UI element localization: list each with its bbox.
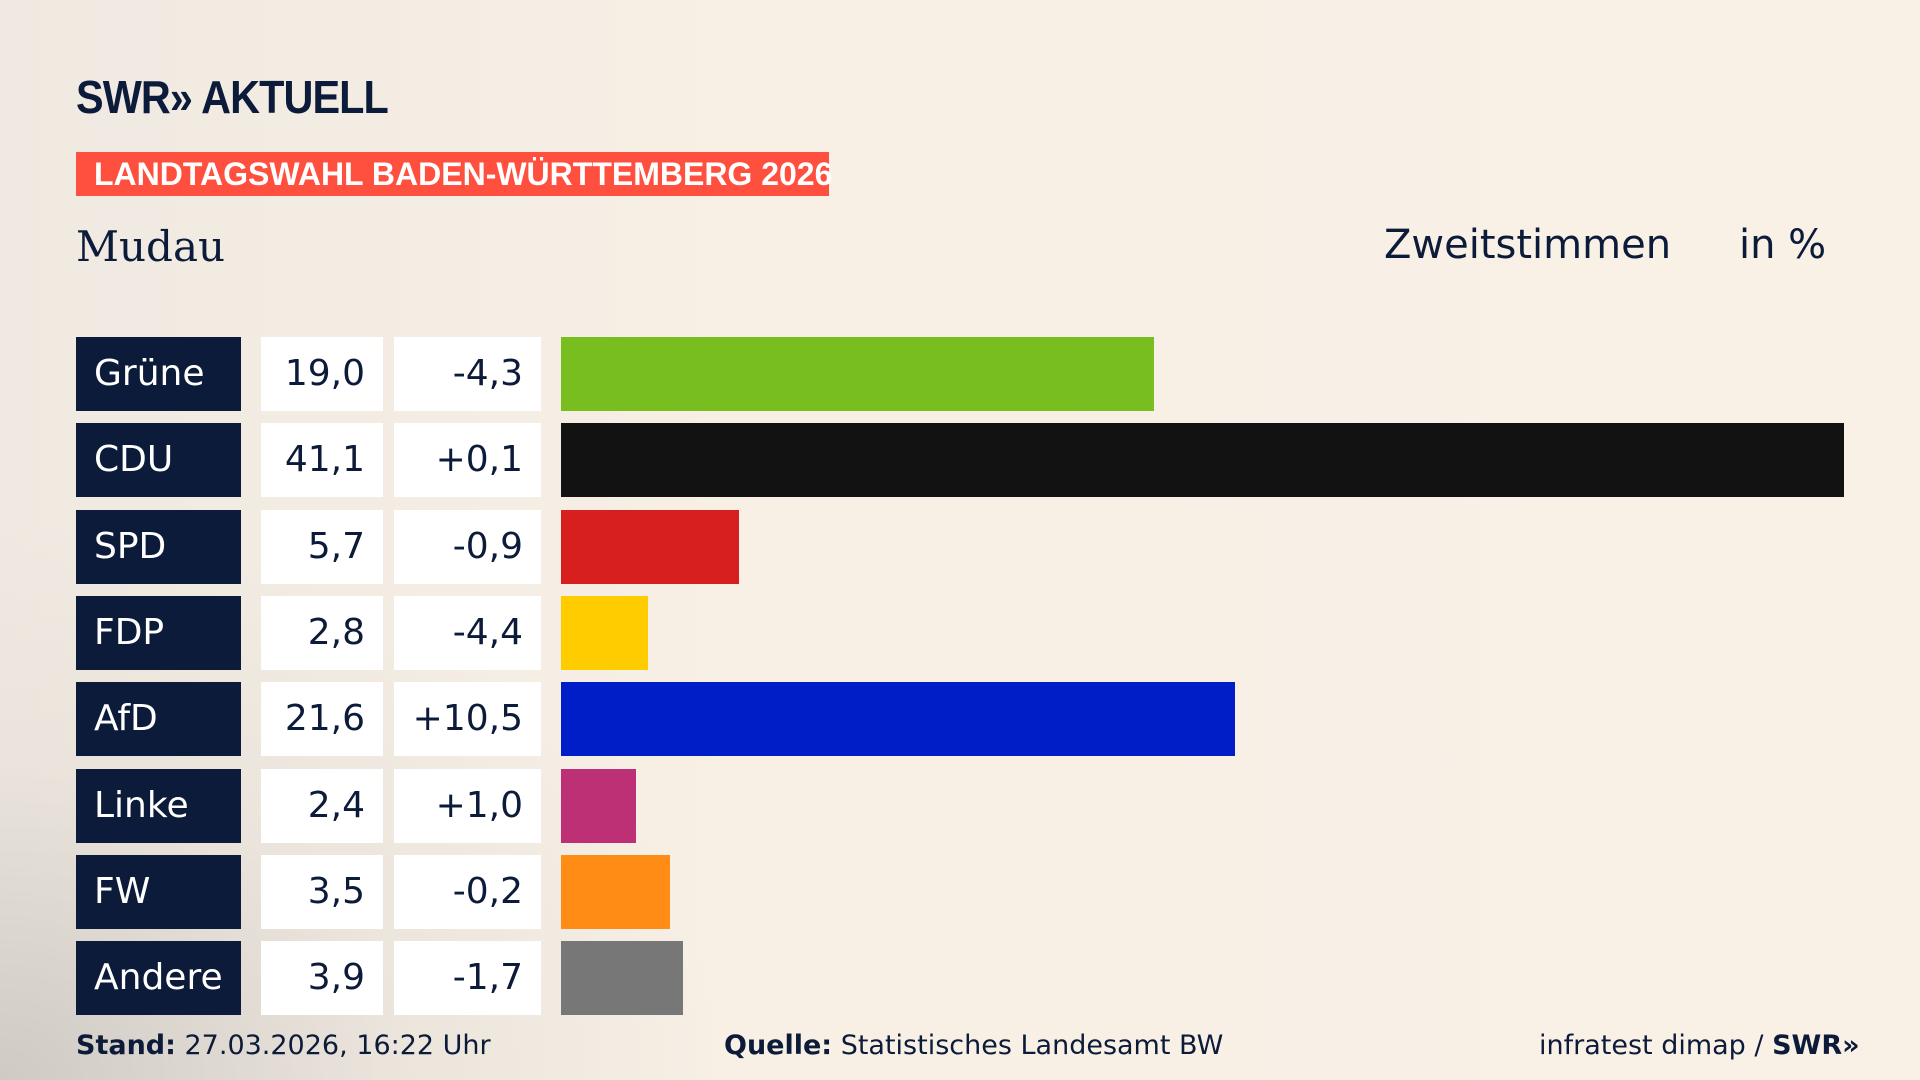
value-label: 41,1 xyxy=(261,423,383,498)
value-label: 2,4 xyxy=(261,768,383,843)
bar-linke xyxy=(561,768,636,843)
party-label: Andere xyxy=(76,941,241,1016)
result-row: Andere 3,9 -1,7 xyxy=(76,941,1876,1016)
bar-grüne xyxy=(561,337,1155,411)
stand-value: 27.03.2026, 16:22 Uhr xyxy=(175,1030,491,1061)
diff-label: -4,4 xyxy=(394,595,541,670)
credit-text: infratest dimap / xyxy=(1539,1030,1773,1061)
stand-label: Stand: xyxy=(76,1030,176,1061)
vote-type-label: Zweitstimmen xyxy=(1384,222,1672,268)
bar-spd xyxy=(561,509,739,584)
bar-andere xyxy=(561,941,683,1016)
bar-afd xyxy=(561,682,1236,757)
diff-label: -1,7 xyxy=(394,941,541,1016)
result-row: FDP 2,8 -4,4 xyxy=(76,595,1876,670)
result-row: CDU 41,1 +0,1 xyxy=(76,423,1876,498)
diff-label: +0,1 xyxy=(394,423,541,498)
source-value: Statistisches Landesamt BW xyxy=(832,1030,1224,1061)
result-row: AfD 21,6 +10,5 xyxy=(76,682,1876,757)
swr-logo: SWR» xyxy=(1772,1030,1860,1061)
election-banner: LANDTAGSWAHL BADEN-WÜRTTEMBERG 2026 xyxy=(76,152,832,196)
bar-fw xyxy=(561,854,671,929)
value-label: 19,0 xyxy=(261,337,383,411)
diff-label: +1,0 xyxy=(394,768,541,843)
value-label: 3,9 xyxy=(261,941,383,1016)
party-label: Grüne xyxy=(76,337,241,411)
bar-cdu xyxy=(561,423,1844,498)
diff-label: -0,9 xyxy=(394,509,541,584)
timestamp: Stand: 27.03.2026, 16:22 Uhr xyxy=(76,1030,491,1061)
diff-label: -0,2 xyxy=(394,854,541,929)
source-label: Quelle: xyxy=(724,1030,833,1061)
diff-label: +10,5 xyxy=(394,682,541,757)
value-label: 2,8 xyxy=(261,595,383,670)
value-label: 5,7 xyxy=(261,509,383,584)
result-row: SPD 5,7 -0,9 xyxy=(76,509,1876,584)
bar-fdp xyxy=(561,595,649,670)
swr-aktuell-logo: SWR» AKTUELL xyxy=(76,71,389,123)
result-row: Grüne 19,0 -4,3 xyxy=(76,337,1876,411)
value-label: 3,5 xyxy=(261,854,383,929)
source: Quelle: Statistisches Landesamt BW xyxy=(724,1030,1223,1061)
result-row: Linke 2,4 +1,0 xyxy=(76,768,1876,843)
party-label: FDP xyxy=(76,595,241,670)
party-label: SPD xyxy=(76,509,241,584)
value-label: 21,6 xyxy=(261,682,383,757)
diff-label: -4,3 xyxy=(394,337,541,411)
unit-label: in % xyxy=(1739,222,1827,268)
credit: infratest dimap / SWR» xyxy=(1539,1030,1860,1061)
party-label: Linke xyxy=(76,768,241,843)
party-label: FW xyxy=(76,854,241,929)
result-row: FW 3,5 -0,2 xyxy=(76,854,1876,929)
party-label: AfD xyxy=(76,682,241,757)
region-title: Mudau xyxy=(76,222,226,271)
party-label: CDU xyxy=(76,423,241,498)
